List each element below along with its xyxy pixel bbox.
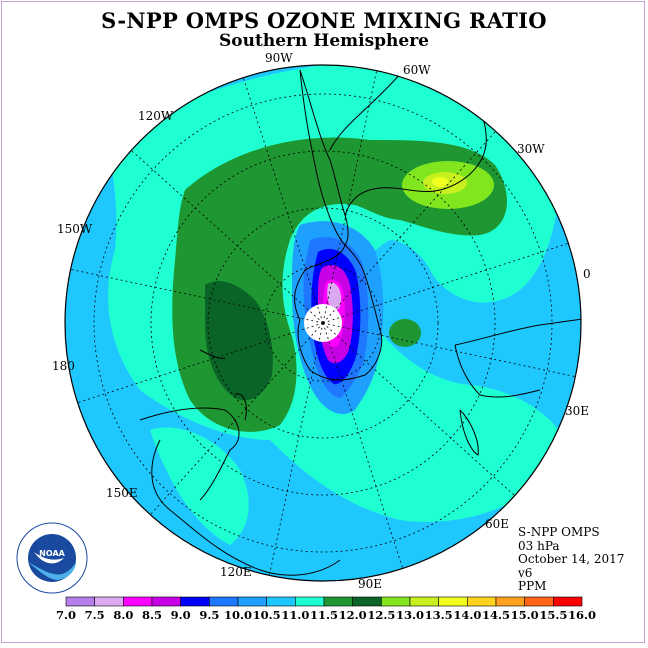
lon-label-150w: 150W (57, 222, 93, 236)
colorbar-swatch (553, 596, 583, 607)
colorbar-tick-label: 12.5 (367, 608, 396, 622)
colorbar (65, 596, 583, 607)
colorbar-tick-label: 10.0 (223, 608, 253, 622)
lon-label-60e: 60E (485, 517, 510, 531)
meridian-line (131, 150, 324, 324)
map-subtitle: Southern Hemisphere (219, 31, 429, 51)
colorbar-swatch (467, 596, 497, 607)
colorbar-tick-label: 16.0 (567, 608, 597, 622)
colorbar-swatch (524, 596, 554, 607)
colorbar-tick-label: 11.0 (281, 608, 310, 622)
colorbar-tick-label: 8.0 (113, 608, 134, 622)
lon-label-120e: 120E (220, 565, 252, 579)
colorbar-swatch (409, 596, 439, 607)
colorbar-swatch (323, 596, 353, 607)
colorbar-tick-label: 8.5 (141, 608, 163, 622)
colorbar-swatch (352, 596, 382, 607)
colorbar-swatch (180, 596, 210, 607)
noaa-logo: NOAA (16, 522, 88, 594)
colorbar-swatch (295, 596, 325, 607)
colorbar-tick-label: 7.5 (84, 608, 105, 622)
colorbar-swatch (381, 596, 411, 607)
lon-label-60w: 60W (403, 63, 431, 77)
info-instrument: S-NPP OMPS (518, 525, 600, 539)
map-title: S-NPP OMPS OZONE MIXING RATIO (101, 8, 547, 33)
colorbar-swatch (65, 596, 95, 607)
colorbar-tick-label: 13.0 (395, 608, 425, 622)
colorbar-swatch (438, 596, 468, 607)
colorbar-tick-label: 12.0 (338, 608, 367, 622)
meridians (70, 70, 576, 576)
colorbar-tick-label: 15.5 (539, 608, 568, 622)
meridian-line (322, 322, 515, 496)
meridian-line (322, 131, 496, 324)
map-info: S-NPP OMPS 03 hPa October 14, 2017 v6 PP… (518, 525, 625, 594)
colorbar-tick-label: 10.5 (252, 608, 281, 622)
colorbar-swatch (209, 596, 239, 607)
info-level: 03 hPa (518, 538, 560, 553)
colorbar-tick-label: 15.0 (510, 608, 539, 622)
colorbar-swatch (94, 596, 124, 607)
lon-label-120w: 120W (138, 109, 174, 123)
south-pole-dot (321, 321, 325, 325)
info-version: v6 (518, 565, 533, 580)
colorbar-tick-label: 14.5 (481, 608, 511, 622)
colorbar-tick-label: 7.0 (55, 608, 77, 622)
graticule (93, 93, 553, 553)
lon-label-30w: 30W (517, 142, 545, 156)
field-10.5-11-south (150, 427, 249, 545)
lon-label-0: 0 (583, 267, 591, 281)
field-11.5-12 (205, 280, 273, 401)
colorbar-tick-label: 9.0 (170, 608, 191, 622)
colorbar-swatch (123, 596, 153, 607)
lon-label-180: 180 (52, 359, 75, 373)
lon-label-30e: 30E (565, 404, 590, 418)
colorbar-swatch (151, 596, 181, 607)
map-boundary (64, 64, 582, 582)
field-13-13.5 (432, 177, 448, 187)
colorbar-swatch (495, 596, 525, 607)
meridian-line (150, 322, 324, 515)
lon-label-150e: 150E (106, 486, 138, 500)
ozone-field (65, 65, 581, 581)
colorbar-tick-label: 11.5 (309, 608, 339, 622)
noaa-logo-text: NOAA (39, 549, 65, 558)
info-units: PPM (518, 579, 547, 593)
colorbar-tick-label: 14.0 (453, 608, 482, 622)
colorbar-tick-label: 13.5 (424, 608, 453, 622)
colorbar-swatch (266, 596, 296, 607)
colorbar-swatch (237, 596, 267, 607)
colorbar-tick-label: 9.5 (199, 608, 220, 622)
info-date: October 14, 2017 (518, 552, 625, 566)
lon-label-90e: 90E (358, 577, 383, 591)
field-7-7.5 (327, 282, 342, 311)
field-green-spot (389, 319, 421, 347)
lon-label-90w: 90W (265, 51, 293, 65)
